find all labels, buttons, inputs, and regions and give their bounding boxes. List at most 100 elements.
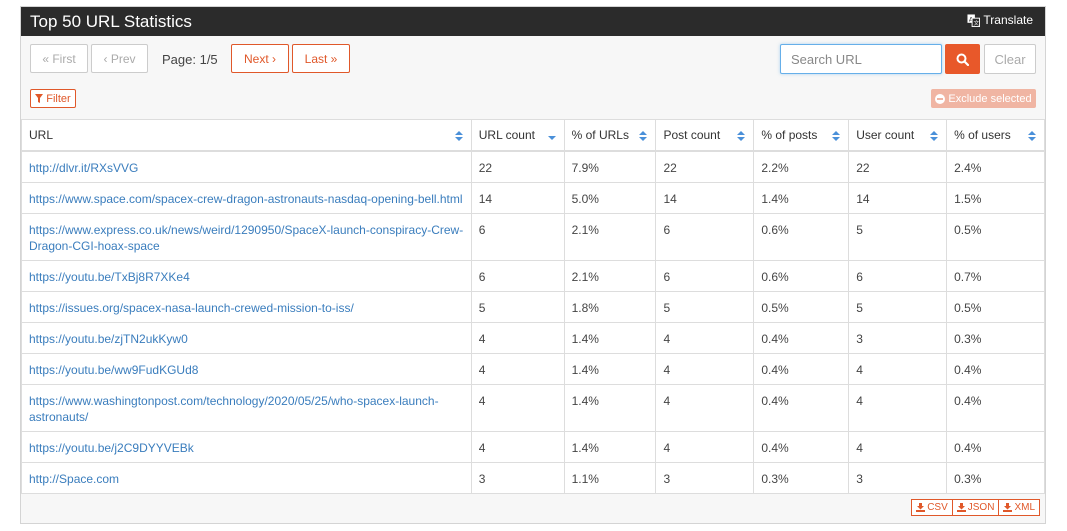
url-count-cell: 4: [470, 321, 565, 354]
url-cell: https://youtu.be/zjTN2ukKyw0: [21, 321, 472, 354]
prev-page-button[interactable]: ‹ Prev: [91, 44, 148, 73]
column-header-url[interactable]: URL: [21, 119, 472, 152]
sort-icon[interactable]: [832, 131, 841, 141]
url-cell: http://Space.com: [21, 461, 472, 494]
pct-urls-cell: 1.4%: [563, 352, 657, 385]
pct-posts-cell: 0.3%: [753, 461, 850, 494]
post-count-cell: 4: [655, 383, 755, 432]
user-count-cell: 5: [848, 212, 948, 261]
url-count-cell: 5: [470, 290, 565, 323]
pct-users-cell: 0.5%: [946, 212, 1045, 261]
url-stats-table: URL URL count % of URLs Post count % of …: [21, 119, 1045, 494]
user-count-cell: 6: [848, 259, 948, 292]
export-csv-button[interactable]: CSV: [911, 499, 953, 516]
sort-icon[interactable]: [454, 131, 463, 141]
translate-icon: A 文: [967, 13, 981, 27]
column-header-pct-users[interactable]: % of users: [946, 119, 1045, 152]
url-cell: https://youtu.be/j2C9DYYVEBk: [21, 430, 472, 463]
user-count-cell: 14: [848, 181, 948, 214]
pct-users-cell: 2.4%: [946, 150, 1045, 183]
url-count-cell: 4: [470, 430, 565, 463]
sort-icon[interactable]: [737, 131, 746, 141]
export-json-button[interactable]: JSON: [951, 499, 1000, 516]
column-header-url-count[interactable]: URL count: [470, 119, 565, 152]
url-count-cell: 6: [470, 212, 565, 261]
url-link[interactable]: http://Space.com: [29, 471, 120, 486]
column-header-pct-posts[interactable]: % of posts: [753, 119, 850, 152]
pct-urls-cell: 1.1%: [563, 461, 657, 494]
last-page-button[interactable]: Last »: [292, 44, 350, 73]
url-cell: https://www.washingtonpost.com/technolog…: [21, 383, 472, 432]
pct-urls-cell: 5.0%: [563, 181, 657, 214]
clear-search-button[interactable]: Clear: [984, 44, 1036, 74]
search-url-input[interactable]: [780, 44, 942, 74]
sort-icon[interactable]: [930, 131, 939, 141]
export-xml-button[interactable]: XML: [998, 499, 1040, 516]
url-link[interactable]: https://youtu.be/TxBj8R7XKe4: [29, 269, 190, 284]
panel-title: Top 50 URL Statistics: [30, 12, 192, 31]
pct-urls-cell: 1.4%: [563, 383, 657, 432]
pct-posts-cell: 0.5%: [753, 290, 850, 323]
table-row[interactable]: https://issues.org/spacex-nasa-launch-cr…: [21, 290, 1045, 323]
table-row[interactable]: https://www.express.co.uk/news/weird/129…: [21, 212, 1045, 261]
table-row[interactable]: https://youtu.be/TxBj8R7XKe4 6 2.1% 6 0.…: [21, 259, 1045, 292]
column-header-user-count[interactable]: User count: [848, 119, 948, 152]
sort-icon[interactable]: [1028, 131, 1036, 141]
column-header-post-count[interactable]: Post count: [655, 119, 755, 152]
post-count-cell: 22: [655, 150, 755, 183]
user-count-cell: 5: [848, 290, 948, 323]
svg-text:文: 文: [974, 19, 980, 27]
table-row[interactable]: https://www.space.com/spacex-crew-dragon…: [21, 181, 1045, 214]
table-row[interactable]: http://Space.com 3 1.1% 3 0.3% 3 0.3%: [21, 461, 1045, 494]
table-row[interactable]: https://youtu.be/zjTN2ukKyw0 4 1.4% 4 0.…: [21, 321, 1045, 354]
url-link[interactable]: https://www.washingtonpost.com/technolog…: [29, 393, 439, 424]
table-row[interactable]: https://youtu.be/j2C9DYYVEBk 4 1.4% 4 0.…: [21, 430, 1045, 463]
table-row[interactable]: https://www.washingtonpost.com/technolog…: [21, 383, 1045, 432]
column-header-pct-urls[interactable]: % of URLs: [563, 119, 657, 152]
pct-users-cell: 0.4%: [946, 430, 1045, 463]
translate-button[interactable]: A 文 Translate: [967, 13, 1033, 27]
url-cell: https://www.express.co.uk/news/weird/129…: [21, 212, 472, 261]
user-count-cell: 4: [848, 352, 948, 385]
url-link[interactable]: https://issues.org/spacex-nasa-launch-cr…: [29, 300, 354, 315]
url-cell: https://issues.org/spacex-nasa-launch-cr…: [21, 290, 472, 323]
pct-users-cell: 0.3%: [946, 461, 1045, 494]
translate-label: Translate: [983, 13, 1033, 27]
url-link[interactable]: https://www.space.com/spacex-crew-dragon…: [29, 191, 463, 206]
url-statistics-panel: Top 50 URL Statistics A 文 Translate « Fi…: [20, 6, 1046, 524]
user-count-cell: 22: [848, 150, 948, 183]
url-link[interactable]: https://youtu.be/j2C9DYYVEBk: [29, 440, 194, 455]
filter-button[interactable]: Filter: [30, 89, 76, 108]
user-count-cell: 3: [848, 461, 948, 494]
url-link[interactable]: http://dlvr.it/RXsVVG: [29, 160, 139, 175]
page-indicator: Page: 1/5: [162, 52, 218, 67]
url-link[interactable]: https://youtu.be/ww9FudKGUd8: [29, 362, 199, 377]
post-count-cell: 4: [655, 430, 755, 463]
post-count-cell: 6: [655, 259, 755, 292]
pct-users-cell: 0.4%: [946, 352, 1045, 385]
exclude-selected-button[interactable]: Exclude selected: [931, 89, 1036, 108]
url-link[interactable]: https://www.express.co.uk/news/weird/129…: [29, 222, 464, 253]
sort-desc-icon[interactable]: [547, 131, 556, 141]
url-link[interactable]: https://youtu.be/zjTN2ukKyw0: [29, 331, 188, 346]
pct-urls-cell: 7.9%: [563, 150, 657, 183]
pct-users-cell: 0.7%: [946, 259, 1045, 292]
next-page-button[interactable]: Next ›: [231, 44, 289, 73]
pct-posts-cell: 0.6%: [753, 212, 850, 261]
sort-icon[interactable]: [639, 131, 648, 141]
user-count-cell: 4: [848, 430, 948, 463]
search-button[interactable]: [945, 44, 980, 74]
pct-posts-cell: 0.6%: [753, 259, 850, 292]
url-count-cell: 22: [470, 150, 565, 183]
url-cell: https://youtu.be/TxBj8R7XKe4: [21, 259, 472, 292]
first-page-button[interactable]: « First: [30, 44, 88, 73]
filter-label: Filter: [46, 92, 71, 105]
table-row[interactable]: http://dlvr.it/RXsVVG 22 7.9% 22 2.2% 22…: [21, 150, 1045, 183]
post-count-cell: 6: [655, 212, 755, 261]
table-row[interactable]: https://youtu.be/ww9FudKGUd8 4 1.4% 4 0.…: [21, 352, 1045, 385]
download-icon: [956, 503, 966, 512]
post-count-cell: 4: [655, 321, 755, 354]
export-csv-label: CSV: [927, 502, 948, 513]
pct-urls-cell: 1.4%: [563, 321, 657, 354]
pct-urls-cell: 1.8%: [563, 290, 657, 323]
